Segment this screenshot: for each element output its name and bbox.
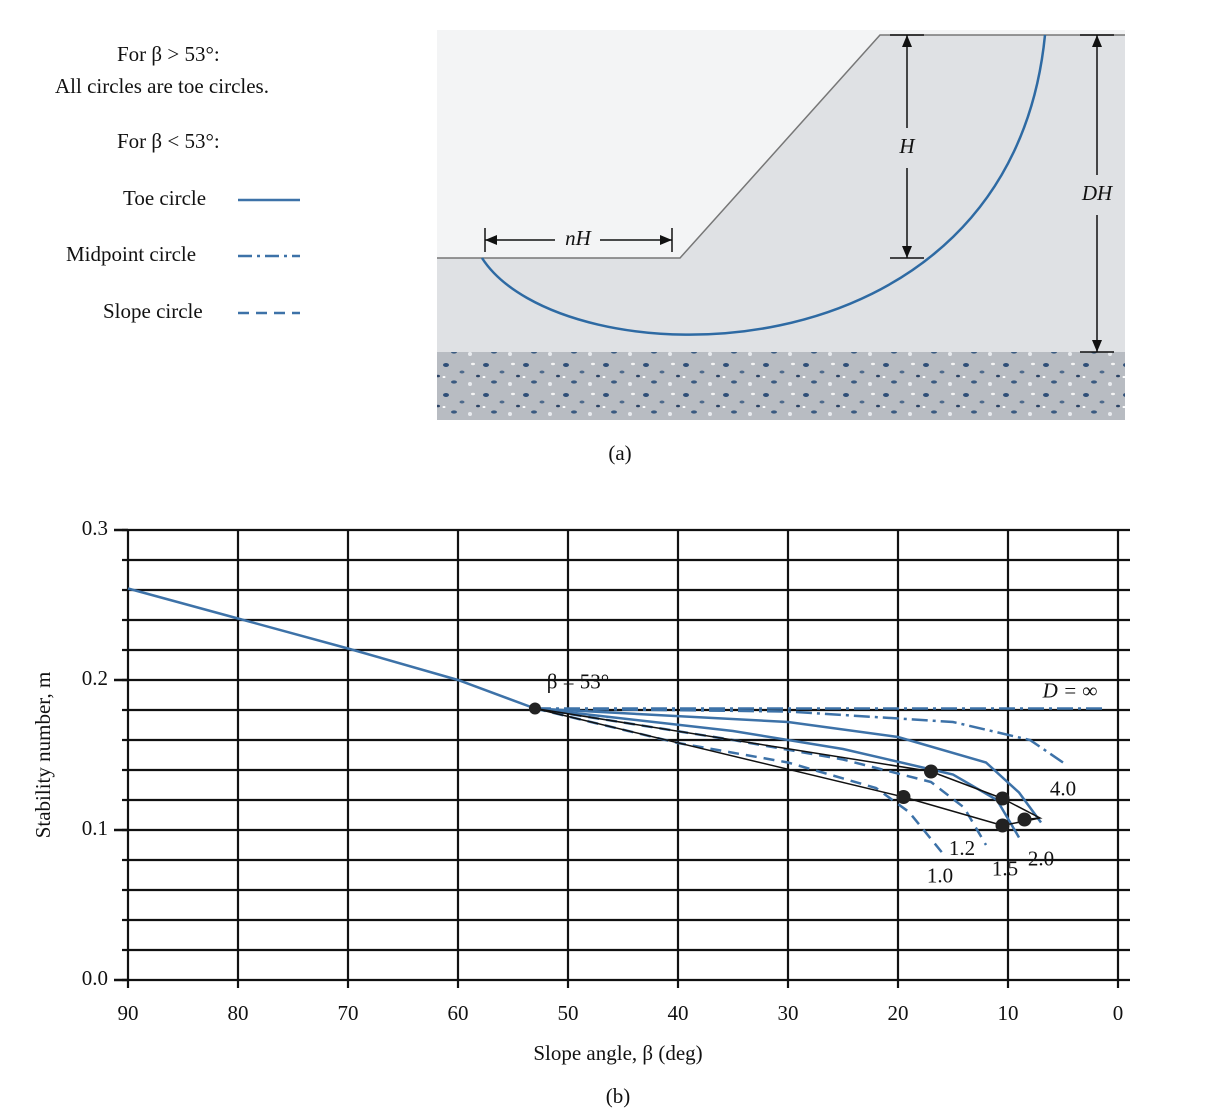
legend-label: Slope circle <box>103 299 203 323</box>
curve <box>534 707 1021 839</box>
curve <box>534 707 943 854</box>
dimension-label: nH <box>565 226 593 250</box>
legend-label: Midpoint circle <box>66 242 196 266</box>
firm-base <box>437 352 1125 420</box>
y-axis-title: Stability number, m <box>31 672 55 839</box>
caption: (a) <box>608 441 631 465</box>
critical-point <box>896 790 911 804</box>
note: For β > 53°: <box>117 42 220 66</box>
x-tick-label: 40 <box>668 1001 689 1025</box>
y-tick-label: 0.3 <box>82 516 108 540</box>
critical-point <box>995 818 1010 833</box>
air <box>437 30 1125 258</box>
failure-circle <box>480 34 1047 336</box>
critical-point <box>924 764 938 779</box>
x-tick-label: 70 <box>338 1001 359 1025</box>
critical-point <box>995 791 1010 806</box>
curve-label: 4.0 <box>1050 776 1076 800</box>
curve-label: D = ∞ <box>1042 678 1098 702</box>
ground-surface <box>437 34 1125 259</box>
curve <box>127 587 536 710</box>
note: For β < 53°: <box>117 129 220 153</box>
caption: (b) <box>606 1084 631 1108</box>
curve-label: 1.5 <box>992 856 1018 880</box>
figure-a: nH H DH For β > 53°: All circles are toe… <box>55 30 1125 465</box>
curve-label: 2.0 <box>1028 846 1054 870</box>
arrowheads <box>485 35 1102 352</box>
dimension-label: DH <box>1081 181 1114 205</box>
x-axis-title: Slope angle, β (deg) <box>533 1041 702 1065</box>
x-tick-label: 10 <box>998 1001 1019 1025</box>
annotation-point <box>529 702 541 715</box>
dimension-label: H <box>898 134 916 158</box>
y-tick-label: 0.1 <box>82 816 108 840</box>
curve <box>534 707 1043 824</box>
note: All circles are toe circles. <box>55 74 269 98</box>
legend-label: Toe circle <box>123 186 206 210</box>
x-tick-label: 60 <box>448 1001 469 1025</box>
curve <box>534 707 1064 764</box>
x-tick-label: 50 <box>558 1001 579 1025</box>
y-tick-label: 0.0 <box>82 966 108 990</box>
x-tick-label: 30 <box>778 1001 799 1025</box>
critical-point <box>1017 812 1032 827</box>
x-tick-label: 90 <box>118 1001 139 1025</box>
x-tick-label: 80 <box>228 1001 249 1025</box>
curve-label: 1.0 <box>927 863 953 887</box>
x-tick-label: 20 <box>888 1001 909 1025</box>
y-tick-label: 0.2 <box>82 666 108 690</box>
x-tick-label: 0 <box>1113 1001 1124 1025</box>
annotation: β = 53° <box>547 669 609 693</box>
curve-label: 1.2 <box>949 836 975 860</box>
